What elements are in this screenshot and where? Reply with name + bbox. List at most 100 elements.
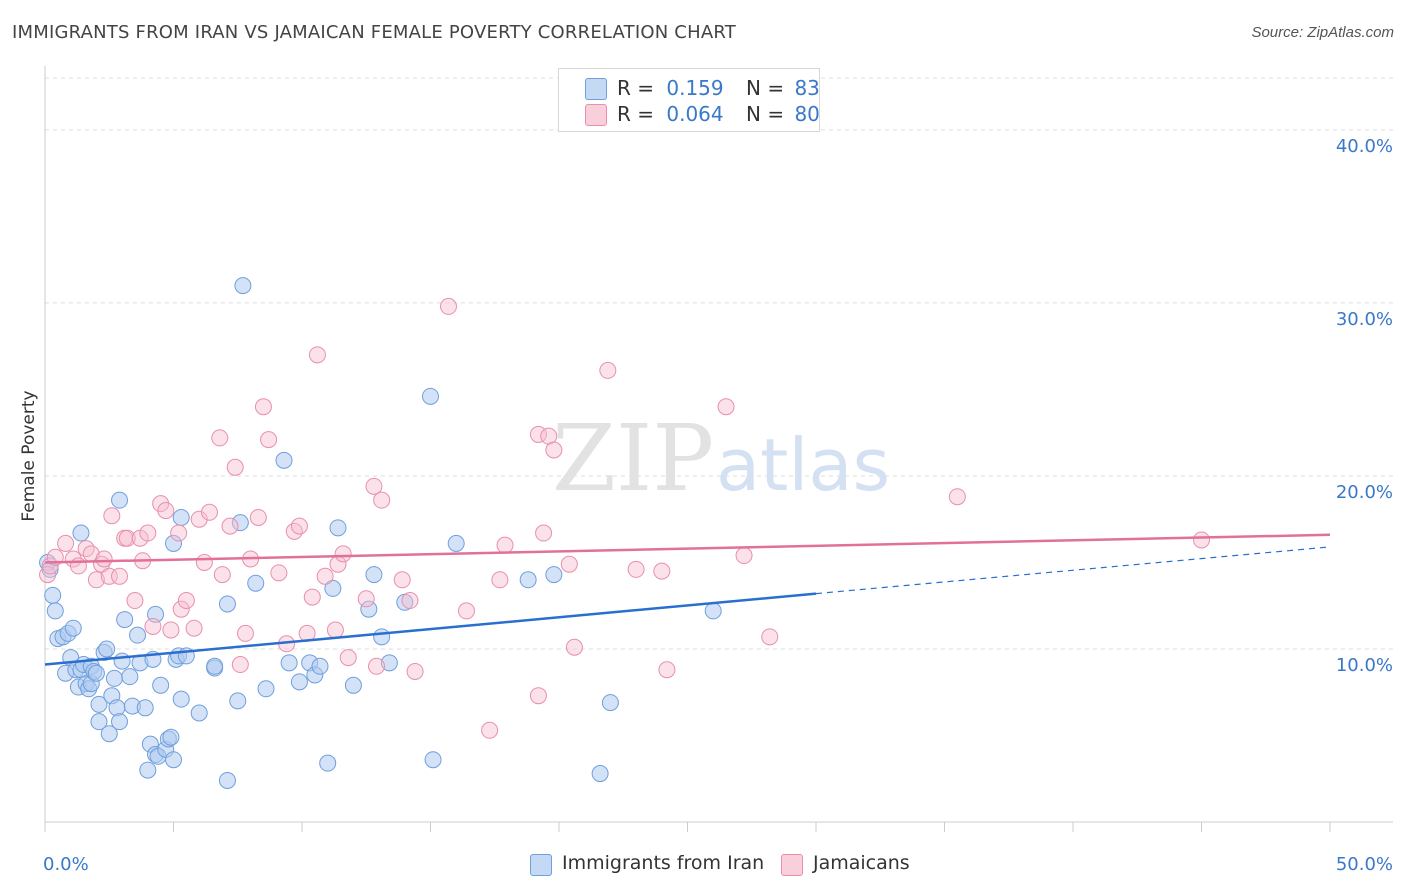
data-point-iran (90, 713, 108, 731)
data-point-iran (290, 673, 308, 691)
iran-swatch (530, 854, 552, 876)
y-axis-label: Female Poverty (19, 390, 39, 521)
data-point-jamaicans (144, 617, 162, 635)
data-point-jamaicans (529, 425, 547, 443)
data-point-iran (206, 657, 224, 675)
data-point-iran (424, 751, 442, 769)
data-point-jamaicans (1193, 531, 1210, 549)
data-point-iran (98, 640, 116, 658)
data-point-jamaicans (457, 602, 475, 620)
data-point-jamaicans (200, 503, 218, 521)
watermark-zip: ZIP (552, 405, 714, 512)
data-point-jamaicans (406, 662, 424, 680)
watermark: ZIP atlas (552, 405, 890, 512)
data-point-jamaicans (496, 536, 514, 554)
r-value-iran: 0.159 (666, 76, 724, 100)
iran-swatch (585, 78, 607, 100)
data-point-iran (116, 611, 134, 629)
data-point-jamaicans (152, 495, 170, 513)
data-point-iran (234, 277, 252, 295)
data-point-iran (365, 566, 383, 584)
n-label: N = (746, 102, 785, 126)
data-point-iran (108, 699, 126, 717)
data-point-jamaicans (535, 524, 553, 542)
data-point-jamaicans (177, 592, 195, 610)
trend-lines (44, 533, 1331, 666)
data-point-jamaicans (439, 297, 457, 315)
x-tick-label-max: 50.0% (1336, 854, 1393, 875)
data-point-jamaicans (365, 477, 383, 495)
x-tick-label-min: 0.0% (43, 854, 89, 875)
data-point-iran (190, 704, 208, 722)
data-point-iran (64, 619, 82, 637)
data-point-jamaicans (393, 571, 411, 589)
data-point-jamaicans (260, 431, 278, 449)
data-point-iran (329, 519, 347, 537)
data-point-iran (422, 387, 439, 405)
data-point-jamaicans (185, 619, 203, 637)
data-point-jamaicans (368, 657, 386, 675)
data-point-jamaicans (270, 564, 288, 582)
data-point-jamaicans (103, 507, 121, 525)
data-point-iran (280, 654, 298, 672)
data-point-iran (380, 654, 398, 672)
data-point-iran (139, 761, 157, 779)
data-point-jamaicans (357, 590, 375, 608)
data-point-jamaicans (761, 628, 779, 646)
data-point-iran (319, 754, 337, 772)
data-point-iran (218, 771, 236, 789)
data-point-iran (704, 602, 722, 620)
data-point-jamaicans (308, 346, 326, 364)
data-point-jamaicans (401, 592, 419, 610)
data-point-iran (136, 699, 154, 717)
r-label: R = (617, 76, 655, 100)
data-point-jamaicans (565, 638, 583, 656)
jamaicans-swatch (585, 104, 607, 126)
data-point-iran (100, 725, 118, 743)
data-point-iran (447, 534, 465, 552)
data-point-jamaicans (560, 555, 578, 573)
data-point-jamaicans (290, 517, 308, 535)
data-point-jamaicans (254, 398, 272, 416)
data-point-jamaicans (285, 522, 303, 540)
data-point-jamaicans (100, 567, 118, 585)
data-point-iran (165, 534, 182, 552)
data-point-jamaicans (326, 621, 344, 639)
chart-title: IMMIGRANTS FROM IRAN VS JAMAICAN FEMALE … (12, 22, 736, 43)
data-point-iran (152, 676, 170, 694)
data-point-iran (344, 676, 362, 694)
data-point-jamaicans (87, 571, 105, 589)
data-point-jamaicans (627, 560, 645, 578)
legend-label-iran: Immigrants from Iran (562, 852, 765, 874)
data-point-iran (105, 669, 123, 687)
stats-legend: R = 0.159 N = 83 R = 0.064 N = 80 (558, 68, 820, 132)
data-point-jamaicans (211, 429, 229, 447)
data-point-jamaicans (95, 550, 113, 568)
data-point-jamaicans (118, 529, 136, 547)
data-point-jamaicans (948, 488, 966, 506)
data-point-iran (229, 692, 247, 710)
n-value-jamaicans: 80 (794, 102, 820, 126)
y-tick-label: 20.0% (1336, 482, 1393, 503)
data-point-jamaicans (221, 517, 239, 535)
data-point-jamaicans (190, 510, 208, 528)
data-point-jamaicans (126, 592, 144, 610)
y-tick-label: 40.0% (1336, 136, 1393, 157)
data-point-jamaicans (170, 524, 188, 542)
data-point-jamaicans (69, 557, 87, 575)
trend-line-iran-extension (815, 546, 1331, 595)
data-point-iran (165, 751, 182, 769)
data-point-jamaicans (599, 361, 617, 379)
n-label: N = (746, 76, 785, 100)
data-point-iran (162, 728, 180, 746)
data-point-jamaicans (717, 398, 735, 416)
data-point-jamaicans (545, 441, 563, 459)
data-point-iran (90, 695, 108, 713)
data-point-jamaicans (111, 567, 129, 585)
data-point-iran (87, 664, 105, 682)
tick-labels: 10.0% 20.0% 30.0% 40.0% 0.0% 50.0% (43, 136, 1393, 875)
data-point-iran (519, 571, 537, 589)
data-point-iran (218, 595, 236, 613)
data-point-jamaicans (162, 621, 180, 639)
